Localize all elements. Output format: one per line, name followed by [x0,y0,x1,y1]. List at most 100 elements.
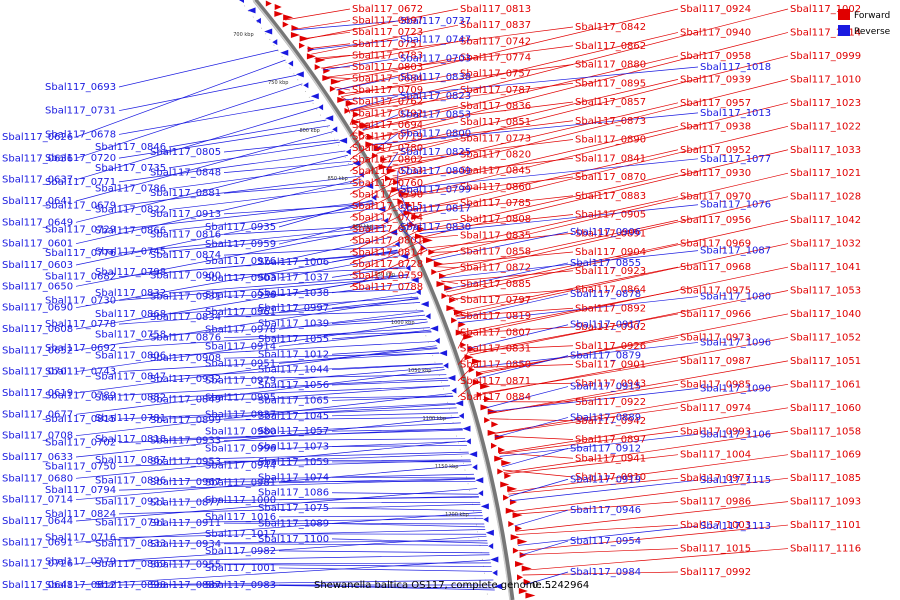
gene-label[interactable]: Sbal117_0812 [45,580,116,591]
gene-label[interactable]: Sbal117_0835 [460,230,531,241]
gene-label[interactable]: Sbal117_0959 [205,239,276,250]
gene-label[interactable]: Sbal117_0912 [570,443,641,454]
gene-label[interactable]: Sbal117_0936 [205,290,276,301]
gene-label[interactable]: Sbal117_1113 [700,521,771,532]
gene-label[interactable]: Sbal117_0820 [460,150,531,161]
gene-label[interactable]: Sbal117_0819 [460,311,531,322]
gene-label[interactable]: Sbal117_0783 [352,50,423,61]
gene-label[interactable]: Sbal117_0830 [400,222,471,233]
gene-label[interactable]: Sbal117_1069 [790,450,861,461]
gene-label[interactable]: Sbal117_0911 [150,518,221,529]
gene-label[interactable]: Sbal117_0800 [400,128,471,139]
gene-label[interactable]: Sbal117_0701 [2,367,73,378]
gene-label[interactable]: Sbal117_0885 [460,279,531,290]
gene-label[interactable]: Sbal117_0967 [150,477,221,488]
gene-label[interactable]: Sbal117_0975 [680,286,751,297]
gene-label[interactable]: Sbal117_0938 [680,121,751,132]
gene-label[interactable]: Sbal117_1017 [205,529,276,540]
gene-label[interactable]: Sbal117_1021 [790,168,861,179]
gene-label[interactable]: Sbal117_1037 [258,272,329,283]
gene-label[interactable]: Sbal117_1051 [790,356,861,367]
gene-label[interactable]: Sbal117_0860 [460,182,531,193]
gene-label[interactable]: Sbal117_0973 [680,332,751,343]
gene-label[interactable]: Sbal117_0742 [460,36,531,47]
gene-label[interactable]: Sbal117_1018 [700,62,771,73]
gene-label[interactable]: Sbal117_0815 [45,414,116,425]
gene-label[interactable]: Sbal117_0708 [2,431,73,442]
gene-label[interactable]: Sbal117_1001 [205,563,276,574]
gene-label[interactable]: Sbal117_0745 [95,246,166,257]
gene-label[interactable]: Sbal117_0868 [95,309,166,320]
gene-label[interactable]: Sbal117_0788 [352,282,423,293]
gene-label[interactable]: Sbal117_0785 [460,198,531,209]
gene-label[interactable]: Sbal117_0877 [150,498,221,509]
gene-label[interactable]: Sbal117_1004 [680,450,751,461]
gene-label[interactable]: Sbal117_0817 [400,203,471,214]
gene-label[interactable]: Sbal117_0993 [680,426,751,437]
gene-label[interactable]: Sbal117_0730 [45,295,116,306]
gene-label[interactable]: Sbal117_0694 [352,120,423,131]
gene-label[interactable]: Sbal117_0626 [2,132,73,143]
gene-label[interactable]: Sbal117_0915 [570,382,641,393]
gene-label[interactable]: Sbal117_0872 [460,263,531,274]
gene-label[interactable]: Sbal117_0889 [570,412,641,423]
gene-label[interactable]: Sbal117_1053 [790,286,861,297]
gene-label[interactable]: Sbal117_0996 [205,444,276,455]
gene-label[interactable]: Sbal117_1056 [258,380,329,391]
gene-label[interactable]: Sbal117_1038 [258,288,329,299]
gene-label[interactable]: Sbal117_0773 [460,133,531,144]
gene-label[interactable]: Sbal117_0757 [460,69,531,80]
gene-label[interactable]: Sbal117_0980 [205,427,276,438]
gene-label[interactable]: Sbal117_1000 [205,495,276,506]
gene-label[interactable]: Sbal117_1116 [790,544,861,555]
gene-label[interactable]: Sbal117_0983 [205,580,276,591]
gene-label[interactable]: Sbal117_0692 [45,343,116,354]
gene-label[interactable]: Sbal117_0759 [352,270,423,281]
gene-label[interactable]: Sbal117_0794 [45,485,116,496]
gene-label[interactable]: Sbal117_0892 [575,303,646,314]
gene-label[interactable]: Sbal117_0932 [150,374,221,385]
gene-label[interactable]: Sbal117_0992 [680,567,751,578]
gene-label[interactable]: Sbal117_0955 [150,559,221,570]
gene-label[interactable]: Sbal117_0723 [352,27,423,38]
gene-label[interactable]: Sbal117_1085 [790,473,861,484]
gene-label[interactable]: Sbal117_0758 [95,330,166,341]
gene-label[interactable]: Sbal117_0637 [2,175,73,186]
gene-label[interactable]: Sbal117_1014 [790,27,861,38]
gene-label[interactable]: Sbal117_0737 [400,16,471,27]
gene-label[interactable]: Sbal117_0924 [680,4,751,15]
gene-label[interactable]: Sbal117_1074 [258,472,329,483]
gene-label[interactable]: Sbal117_0779 [45,556,116,567]
gene-label[interactable]: Sbal117_1023 [790,98,861,109]
gene-label[interactable]: Sbal117_0791 [95,517,166,528]
gene-label[interactable]: Sbal117_0943 [575,378,646,389]
gene-label[interactable]: Sbal117_0951 [205,358,276,369]
gene-label[interactable]: Sbal117_0780 [352,143,423,154]
gene-label[interactable]: Sbal117_0857 [575,97,646,108]
gene-label[interactable]: Sbal117_0901 [575,360,646,371]
gene-label[interactable]: Sbal117_0850 [460,360,531,371]
gene-label[interactable]: Sbal117_0952 [680,145,751,156]
gene-label[interactable]: Sbal117_0771 [45,177,116,188]
gene-label[interactable]: Sbal117_0641 [2,196,73,207]
gene-label[interactable]: Sbal117_1041 [790,262,861,273]
gene-label[interactable]: Sbal117_0709 [352,85,423,96]
gene-label[interactable]: Sbal117_0969 [680,239,751,250]
gene-label[interactable]: Sbal117_0818 [95,434,166,445]
gene-label[interactable]: Sbal117_0682 [45,272,116,283]
gene-label[interactable]: Sbal117_0790 [352,189,423,200]
gene-label[interactable]: Sbal117_0814 [352,247,423,258]
gene-label[interactable]: Sbal117_0652 [2,345,73,356]
gene-label[interactable]: Sbal117_0619 [2,388,73,399]
gene-label[interactable]: Sbal117_0867 [95,455,166,466]
gene-label[interactable]: Sbal117_0913 [150,209,221,220]
gene-label[interactable]: Sbal117_1022 [790,121,861,132]
gene-label[interactable]: Sbal117_0684 [352,74,423,85]
gene-label[interactable]: Sbal117_0792 [352,108,423,119]
gene-label[interactable]: Sbal117_1089 [258,518,329,529]
gene-label[interactable]: Sbal117_0731 [45,106,116,117]
gene-label[interactable]: Sbal117_0846 [95,142,166,153]
gene-label[interactable]: Sbal117_0751 [352,39,423,50]
gene-label[interactable]: Sbal117_1075 [258,503,329,514]
gene-label[interactable]: Sbal117_0845 [460,166,531,177]
